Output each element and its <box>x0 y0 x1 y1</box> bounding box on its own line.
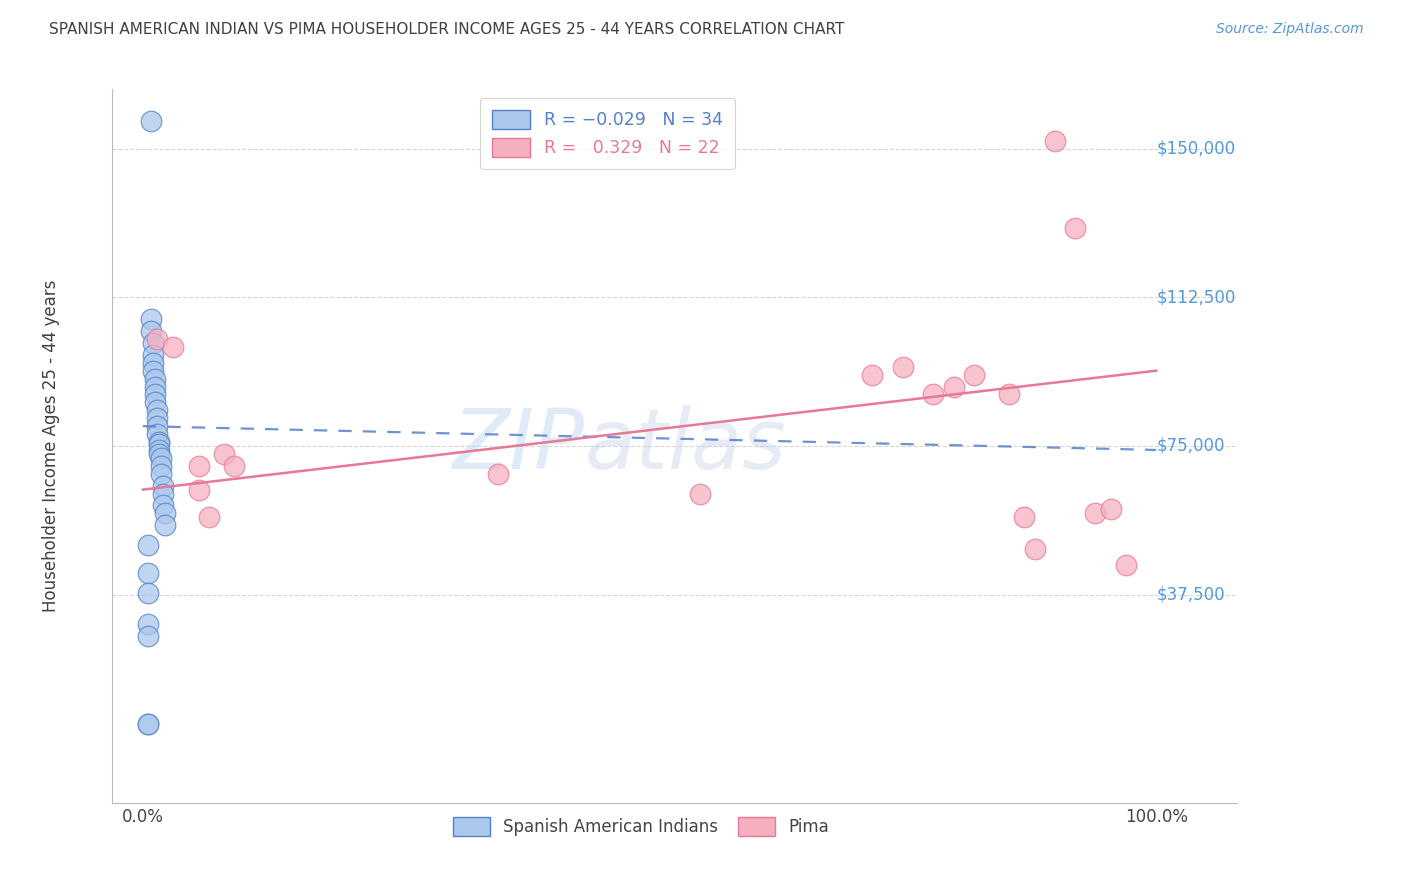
Point <box>152 499 174 513</box>
Point <box>187 458 209 473</box>
Point <box>142 348 165 362</box>
Point <box>152 478 174 492</box>
Point <box>139 114 162 128</box>
Text: $112,500: $112,500 <box>1156 288 1236 306</box>
Point <box>891 359 914 374</box>
Text: $37,500: $37,500 <box>1156 586 1225 604</box>
Point <box>136 629 159 643</box>
Point <box>998 387 1021 401</box>
Point <box>148 442 170 457</box>
Point <box>153 518 176 533</box>
Point <box>1064 221 1087 235</box>
Point <box>150 450 173 465</box>
Point <box>136 566 159 580</box>
Point <box>1014 510 1036 524</box>
Text: Householder Income Ages 25 - 44 years: Householder Income Ages 25 - 44 years <box>42 280 59 612</box>
Text: Source: ZipAtlas.com: Source: ZipAtlas.com <box>1216 22 1364 37</box>
Point <box>136 716 159 731</box>
Point <box>136 538 159 552</box>
Point <box>136 617 159 632</box>
Point <box>150 467 173 481</box>
Legend: Spanish American Indians, Pima: Spanish American Indians, Pima <box>444 809 838 845</box>
Point <box>1024 542 1046 557</box>
Point <box>153 507 176 521</box>
Point <box>146 403 169 417</box>
Point <box>148 435 170 450</box>
Point <box>146 427 169 442</box>
Text: $75,000: $75,000 <box>1156 437 1225 455</box>
Point <box>143 395 166 409</box>
Point <box>187 483 209 497</box>
Point <box>486 467 509 481</box>
Point <box>146 332 169 346</box>
Point <box>689 486 711 500</box>
Point <box>148 447 170 461</box>
Point <box>197 510 219 524</box>
Point <box>142 364 165 378</box>
Point <box>942 379 965 393</box>
Text: $150,000: $150,000 <box>1156 140 1236 158</box>
Point <box>1099 502 1122 516</box>
Point <box>862 368 884 382</box>
Point <box>143 379 166 393</box>
Point <box>162 340 184 354</box>
Point <box>922 387 945 401</box>
Text: ZIP: ZIP <box>453 406 585 486</box>
Point <box>146 411 169 425</box>
Point <box>148 437 170 451</box>
Point <box>142 335 165 350</box>
Point <box>1084 507 1107 521</box>
Point <box>143 371 166 385</box>
Text: SPANISH AMERICAN INDIAN VS PIMA HOUSEHOLDER INCOME AGES 25 - 44 YEARS CORRELATIO: SPANISH AMERICAN INDIAN VS PIMA HOUSEHOL… <box>49 22 845 37</box>
Point <box>142 356 165 370</box>
Point <box>1043 134 1066 148</box>
Point <box>150 458 173 473</box>
Point <box>146 419 169 434</box>
Text: atlas: atlas <box>585 406 786 486</box>
Point <box>1115 558 1137 572</box>
Point <box>136 585 159 599</box>
Point <box>139 324 162 338</box>
Point <box>136 716 159 731</box>
Point <box>212 447 235 461</box>
Point <box>222 458 245 473</box>
Point <box>143 387 166 401</box>
Point <box>152 486 174 500</box>
Point <box>139 312 162 326</box>
Point <box>963 368 986 382</box>
